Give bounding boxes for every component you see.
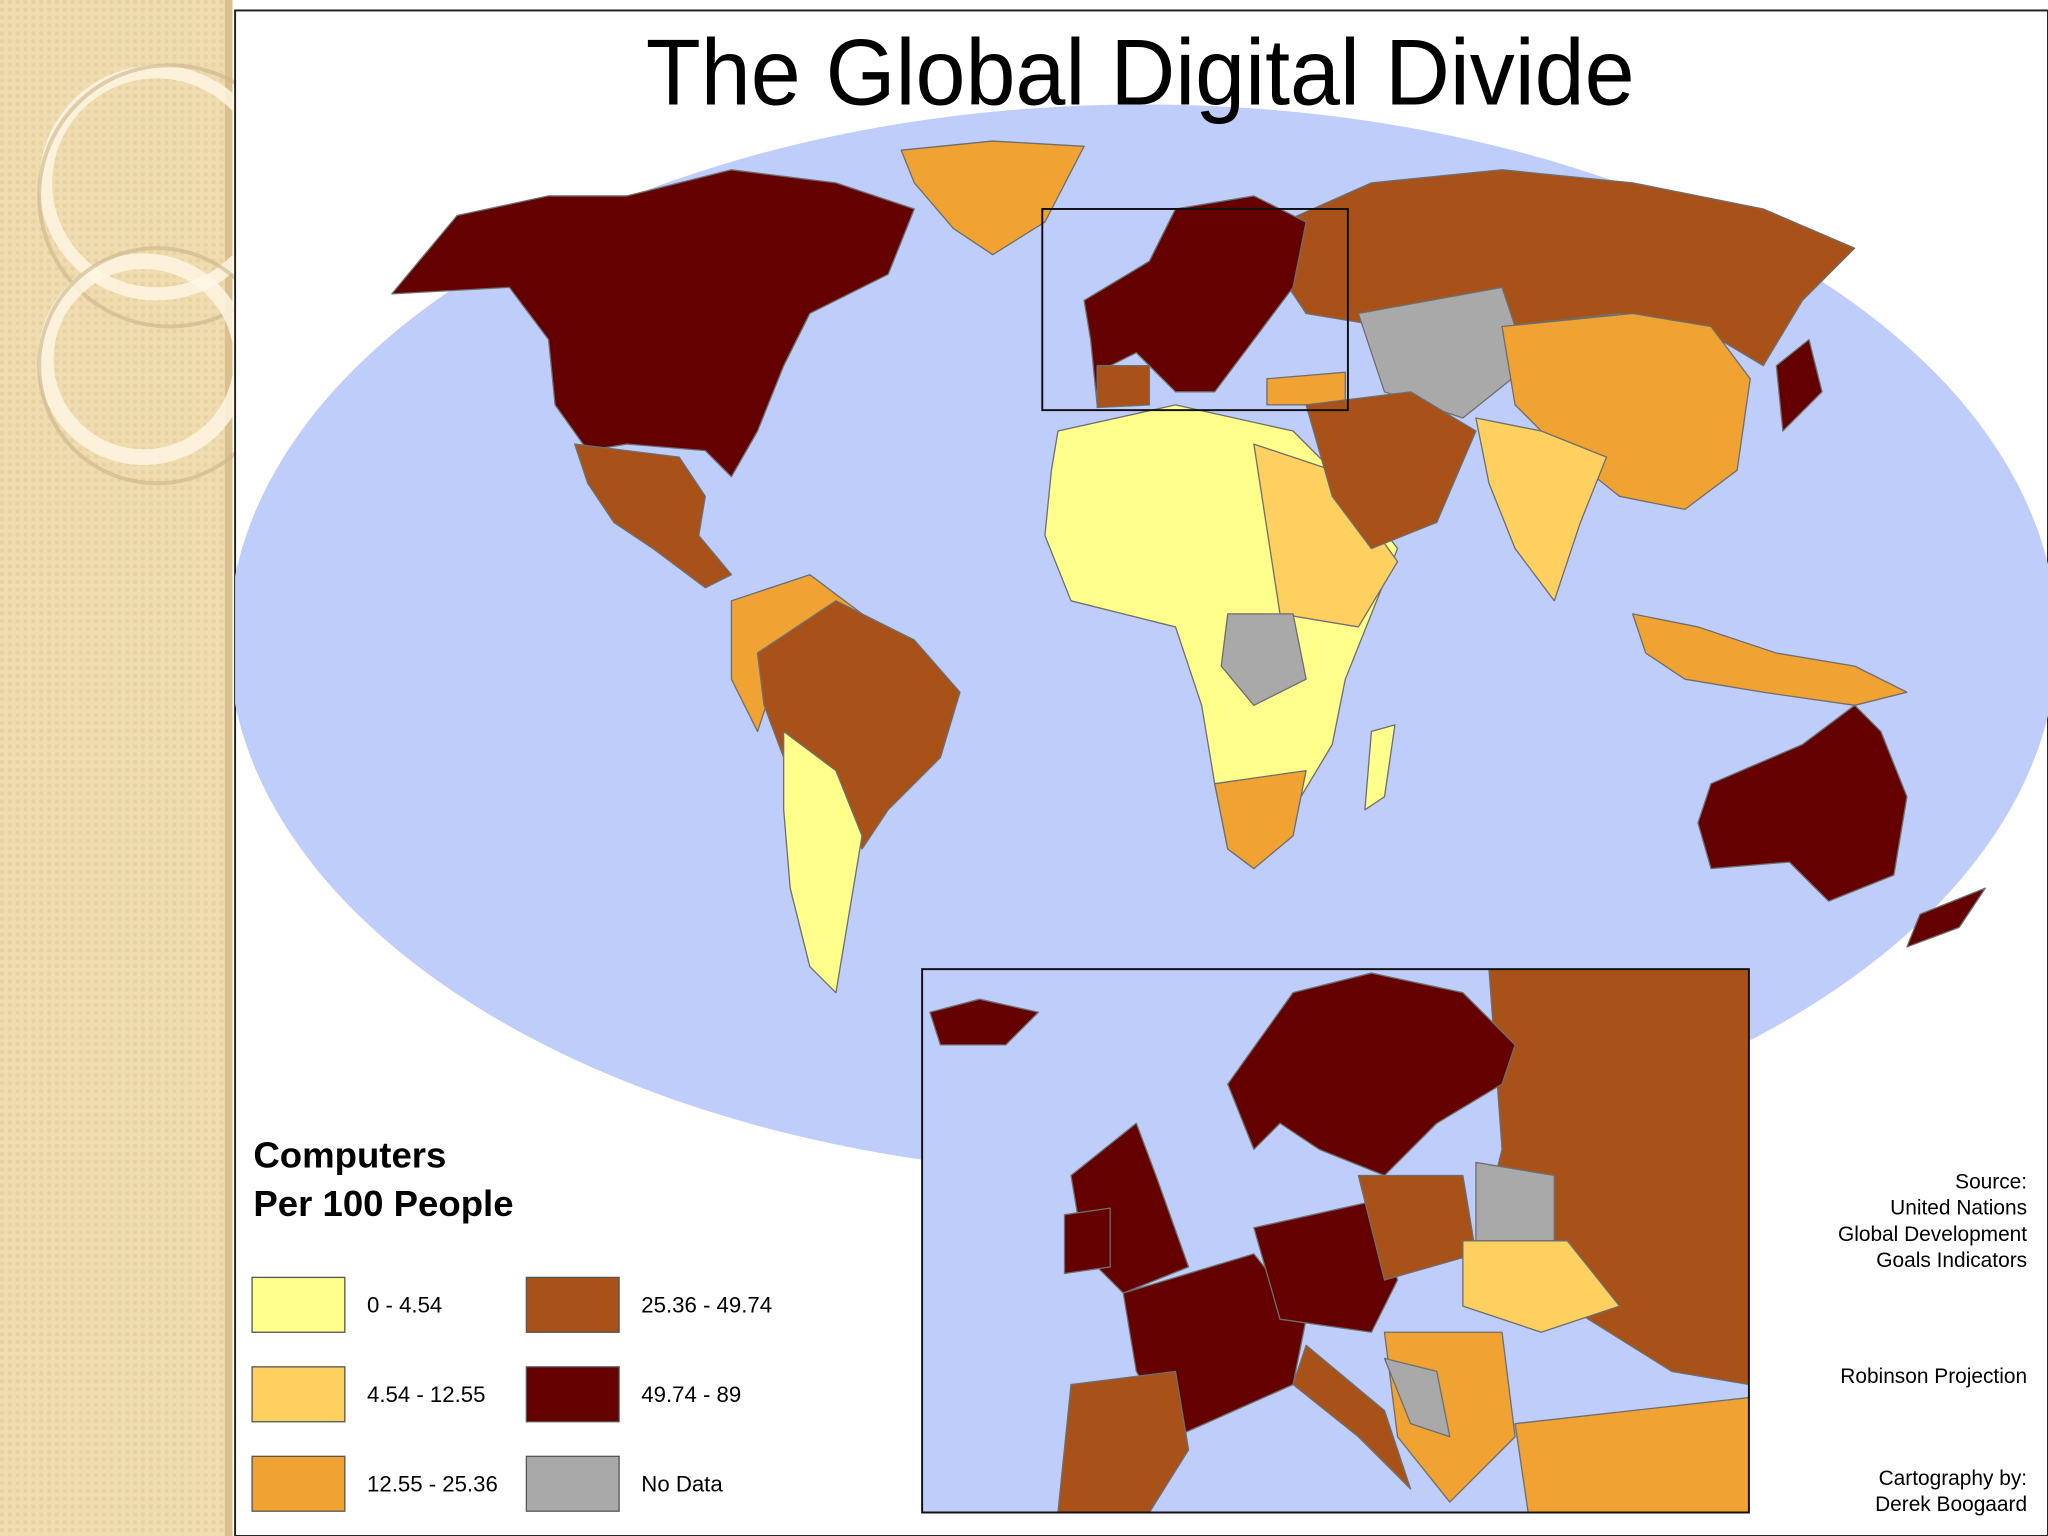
notes: Source: United Nations Global Developmen…	[1838, 1171, 2027, 1517]
legend-label: 0 - 4.54	[367, 1293, 442, 1318]
turkey	[1514, 1396, 1749, 1513]
greenland	[900, 140, 1085, 256]
legend-swatch	[525, 1455, 620, 1512]
middle-east	[1305, 391, 1477, 550]
legend-label: 12.55 - 25.36	[367, 1472, 498, 1497]
legend-label: No Data	[641, 1472, 723, 1497]
source-note: Global Development	[1838, 1223, 2027, 1246]
argentina	[783, 730, 863, 994]
legend-swatch	[525, 1366, 620, 1423]
turkey	[1266, 371, 1346, 406]
legend-swatch	[251, 1366, 346, 1423]
east-africa	[1253, 443, 1399, 628]
source-note: Source:	[1955, 1171, 2027, 1194]
mexico	[574, 443, 733, 589]
north-america	[391, 169, 915, 478]
inset-frame	[921, 968, 1750, 1514]
central-asia	[1357, 286, 1529, 419]
southern-africa	[1214, 769, 1307, 870]
legend-title: Computers	[253, 1135, 446, 1176]
iberia	[1057, 1370, 1190, 1513]
italy	[1292, 1344, 1412, 1490]
projection-note: Robinson Projection	[1840, 1365, 2027, 1388]
europe-inset	[921, 968, 1750, 1514]
legend-swatch	[251, 1276, 346, 1333]
source-note: Goals Indicators	[1876, 1249, 2027, 1272]
legend-swatch	[251, 1455, 346, 1512]
scandinavia	[1227, 972, 1516, 1177]
ireland	[1063, 1207, 1111, 1275]
credit-note: Cartography by:	[1879, 1467, 2028, 1490]
southeast-asia	[1631, 613, 1908, 706]
world-map	[235, 104, 2048, 1176]
legend-label: 49.74 - 89	[641, 1382, 741, 1407]
india	[1475, 417, 1608, 602]
germany	[1253, 1200, 1399, 1333]
inset-locator	[1041, 208, 1349, 412]
legend: Computers Per 100 People 0 - 4.54 4.54 - …	[251, 1135, 772, 1512]
madagascar	[1364, 724, 1396, 811]
australia	[1697, 704, 1908, 902]
congo	[1220, 613, 1307, 706]
legend-swatch	[525, 1276, 620, 1333]
iceland	[929, 998, 1040, 1046]
credit-note: Derek Boogaard	[1875, 1493, 2027, 1516]
iberia	[1096, 365, 1151, 409]
china	[1501, 312, 1751, 511]
japan	[1775, 338, 1823, 432]
legend-title: Per 100 People	[253, 1183, 513, 1224]
western-balkans	[1383, 1357, 1451, 1438]
legend-label: 25.36 - 49.74	[641, 1293, 772, 1318]
legend-label: 4.54 - 12.55	[367, 1382, 485, 1407]
brazil	[756, 600, 961, 850]
belarus	[1475, 1161, 1555, 1242]
map-title: The Global Digital Divide	[646, 19, 1635, 124]
ukraine	[1462, 1240, 1621, 1333]
source-note: United Nations	[1890, 1197, 2027, 1220]
new-zealand	[1906, 887, 1986, 948]
